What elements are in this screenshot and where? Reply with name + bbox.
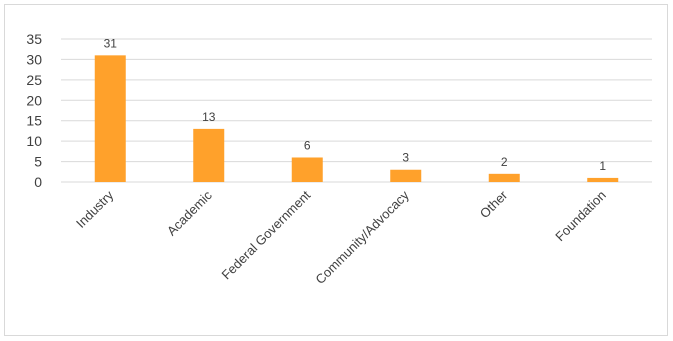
bar xyxy=(488,173,520,182)
bar xyxy=(94,55,126,182)
bar xyxy=(390,169,422,182)
data-label: 1 xyxy=(599,159,606,173)
data-label: 6 xyxy=(304,138,311,152)
x-tick-label: Academic xyxy=(164,187,215,238)
x-tick-label: Industry xyxy=(73,187,117,231)
x-tick-label: Other xyxy=(477,187,511,221)
y-tick-label: 35 xyxy=(26,31,42,47)
bar xyxy=(291,157,323,182)
y-tick-label: 20 xyxy=(26,92,42,108)
y-tick-label: 5 xyxy=(34,154,42,170)
bar xyxy=(587,177,619,182)
data-label: 3 xyxy=(402,151,409,165)
y-tick-label: 0 xyxy=(34,174,42,190)
y-tick-label: 15 xyxy=(26,113,42,129)
data-label: 13 xyxy=(202,110,216,124)
bar xyxy=(193,128,225,182)
data-label: 31 xyxy=(104,36,118,50)
x-tick-label: Federal Government xyxy=(218,187,313,282)
x-tick-label: Community/Advocacy xyxy=(312,187,412,287)
data-label: 2 xyxy=(501,155,508,169)
y-tick-label: 25 xyxy=(26,72,42,88)
y-tick-label: 10 xyxy=(26,133,42,149)
x-tick-label: Foundation xyxy=(552,188,609,245)
y-tick-label: 30 xyxy=(26,51,42,67)
